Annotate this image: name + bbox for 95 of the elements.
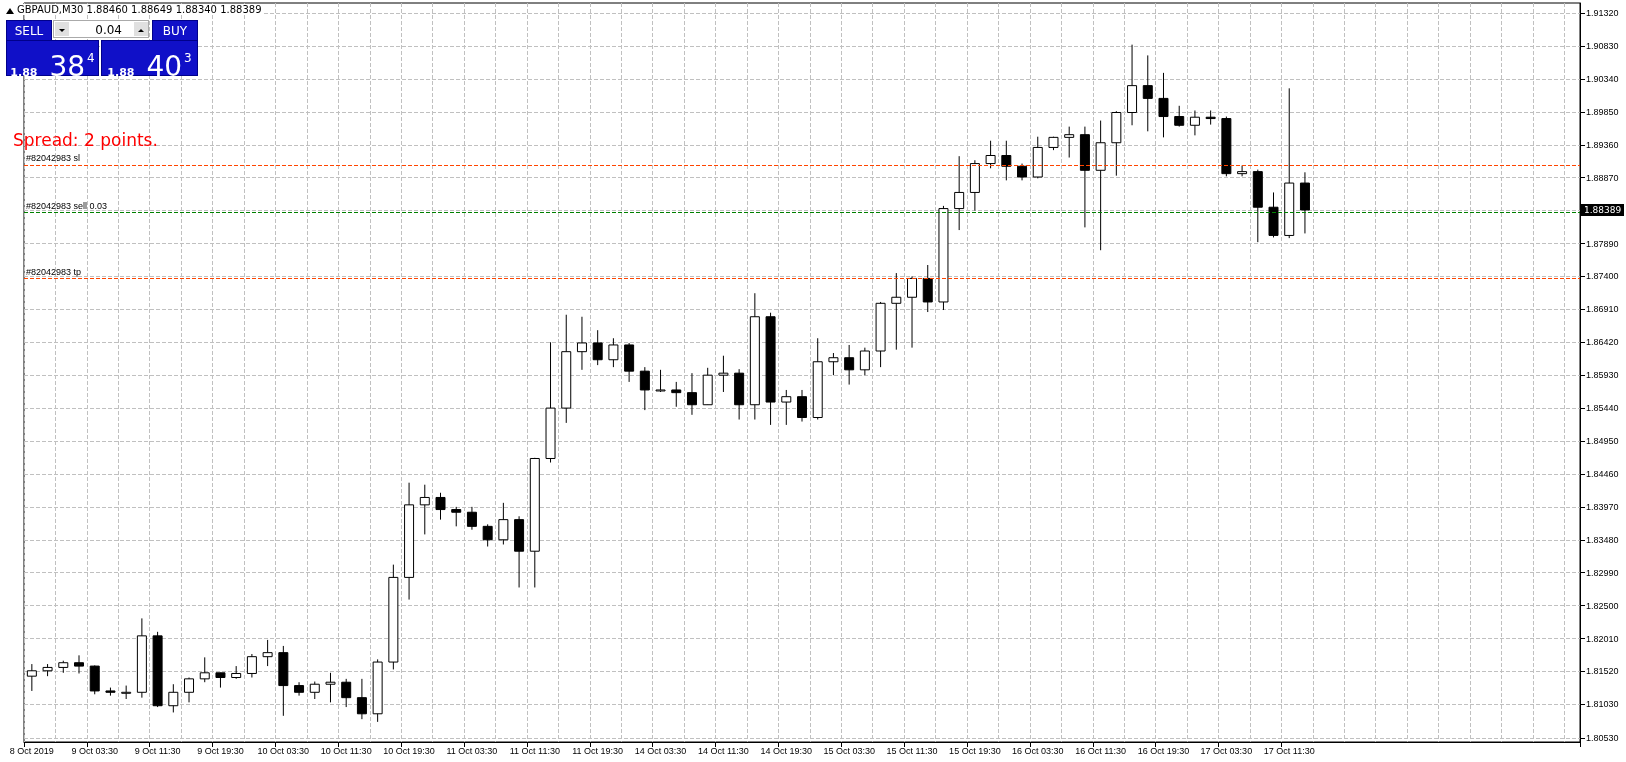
ref-line-label: #82042983 sell 0.03 [26, 201, 108, 212]
candlestick [797, 389, 807, 423]
candlestick [1142, 54, 1153, 132]
y-tick-label: 1.84460 [1586, 468, 1619, 479]
y-tick-label: 1.86420 [1586, 337, 1619, 348]
x-tick-label: 11 Oct 11:30 [509, 745, 560, 756]
ref-line-label: #82042983 sl [26, 153, 81, 164]
x-tick-label: 14 Oct 11:30 [697, 745, 749, 756]
y-tick-label: 1.87890 [1586, 238, 1619, 249]
y-tick-label: 1.90830 [1586, 41, 1619, 51]
x-tick-label: 11 Oct 03:30 [446, 745, 498, 756]
x-tick-label: 10 Oct 03:30 [257, 745, 310, 756]
candlestick [356, 678, 367, 720]
x-tick-label: 8 Oct 2019 [9, 745, 54, 756]
candlestick [325, 672, 336, 703]
candlestick [718, 355, 729, 393]
candlestick [466, 506, 477, 531]
candlestick [1205, 109, 1216, 126]
candlestick [922, 264, 933, 313]
y-tick-label: 1.88870 [1586, 172, 1619, 183]
x-tick-label: 11 Oct 19:30 [572, 745, 624, 756]
y-tick-label: 1.90340 [1586, 73, 1619, 84]
x-tick-label: 9 Oct 03:30 [71, 745, 118, 756]
y-tick-label: 1.83480 [1586, 534, 1619, 545]
candlestick [671, 381, 682, 408]
candlestick [985, 140, 996, 169]
y-tick-label: 1.82500 [1586, 600, 1619, 611]
candlestick [891, 272, 902, 351]
x-tick-label: 10 Oct 11:30 [320, 745, 372, 756]
candlestick [1001, 140, 1012, 181]
x-tick-label: 14 Oct 19:30 [760, 745, 813, 756]
candlestick [168, 683, 179, 713]
candlestick [419, 484, 430, 535]
candlestick [655, 369, 666, 393]
y-tick-label: 1.82010 [1586, 633, 1619, 644]
candlestick [1189, 109, 1200, 136]
annotation: Spread: 2 points. [13, 130, 158, 150]
candlestick [184, 677, 195, 703]
candlestick [435, 492, 446, 521]
x-tick-label: 16 Oct 11:30 [1075, 745, 1127, 756]
y-tick-label: 1.87400 [1586, 271, 1619, 282]
x-tick-label: 15 Oct 11:30 [886, 745, 938, 756]
candlestick [954, 155, 965, 231]
candlestick [74, 654, 85, 674]
x-tick-label: 16 Oct 03:30 [1011, 745, 1064, 756]
y-tick-label: 1.89850 [1586, 106, 1619, 117]
candlestick [686, 372, 697, 416]
annotation: SELL [6, 20, 52, 42]
y-tick-label: 1.85440 [1586, 403, 1619, 414]
candlestick [1158, 72, 1169, 138]
y-tick-label: 1.91320 [1586, 8, 1619, 19]
x-tick-label: 10 Oct 19:30 [383, 745, 435, 756]
x-tick-label: 17 Oct 11:30 [1263, 745, 1315, 756]
y-tick-label: 1.81030 [1586, 699, 1619, 710]
candlestick [341, 678, 352, 708]
candlestick [781, 389, 792, 426]
candlestick [498, 502, 509, 545]
candlestick [26, 663, 37, 692]
candlestick [482, 523, 493, 547]
annotation: 0.04 [53, 20, 149, 38]
x-tick-label: 15 Oct 03:30 [823, 745, 875, 756]
candlestick [1237, 165, 1248, 177]
candlestick [828, 352, 839, 376]
y-tick-label: 1.84950 [1586, 436, 1619, 447]
y-tick-label: 1.83970 [1586, 501, 1619, 512]
candlestick [608, 337, 619, 368]
candlestick [451, 506, 462, 527]
text: 1.88389 [1581, 203, 1625, 216]
x-tick-label: 9 Oct 19:30 [197, 745, 244, 756]
y-tick-label: 1.85930 [1586, 370, 1619, 381]
chart-title: GBPAUD,M30 1.88460 1.88649 1.88340 1.88389 [17, 4, 262, 15]
x-tick-label: 14 Oct 03:30 [634, 745, 687, 756]
y-tick-label: 1.81520 [1586, 666, 1619, 677]
candlestick [859, 347, 870, 376]
candlestick [592, 329, 603, 366]
x-tick-label: 16 Oct 19:30 [1137, 745, 1190, 756]
y-tick-label: 1.89360 [1586, 139, 1619, 150]
candlestick [907, 275, 918, 349]
candlestick [1064, 126, 1075, 159]
ref-line-label: #82042983 tp [26, 266, 82, 277]
x-tick-label: 15 Oct 19:30 [949, 745, 1001, 756]
candlestick [294, 681, 305, 697]
candlestick [199, 656, 210, 683]
candlestick [246, 653, 257, 679]
candlestick [844, 344, 855, 386]
x-tick-label: 9 Oct 11:30 [134, 745, 181, 756]
x-tick-label: 17 Oct 03:30 [1200, 745, 1253, 756]
y-tick-label: 1.80530 [1586, 732, 1619, 743]
candlestick [1174, 105, 1185, 128]
annotation: BUY [152, 20, 198, 42]
y-tick-label: 1.82990 [1586, 567, 1619, 578]
y-tick-label: 1.86910 [1586, 304, 1619, 315]
candlestick [639, 366, 650, 411]
candlestick [576, 316, 587, 371]
candlestick [262, 639, 273, 667]
